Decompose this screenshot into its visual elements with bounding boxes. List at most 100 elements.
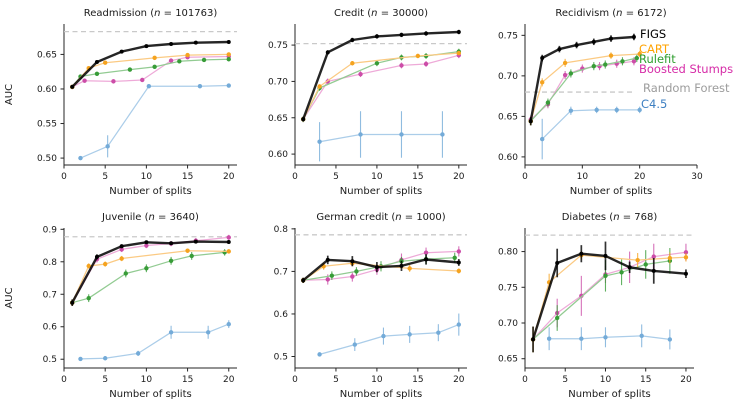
data-point [325, 257, 330, 262]
data-point [78, 356, 83, 362]
data-point [119, 49, 124, 54]
y-tick-label: 0.9 [43, 225, 58, 235]
data-point [301, 278, 306, 283]
x-tick-label: 0 [522, 375, 528, 385]
data-point [70, 84, 75, 89]
data-point [185, 52, 190, 58]
data-point [407, 266, 412, 271]
data-point [226, 39, 231, 44]
data-point [436, 330, 441, 335]
y-tick-label: 0.75 [268, 41, 288, 51]
data-point [144, 243, 149, 248]
x-axis-label: Number of splits [109, 186, 191, 197]
x-tick-label: 15 [412, 172, 423, 182]
data-point [568, 71, 574, 76]
series-cart [70, 248, 231, 306]
y-tick-label: 0.6 [43, 323, 58, 333]
y-tick-label: 0.60 [498, 153, 518, 163]
data-point [399, 63, 404, 68]
chart-title: Credit (n = 30000) [334, 8, 428, 19]
x-tick-label: 0 [61, 172, 67, 182]
data-point [456, 322, 462, 327]
data-point [568, 108, 574, 113]
data-point [123, 271, 128, 276]
data-point [456, 260, 461, 265]
series-line [532, 260, 671, 341]
x-tick-label: 5 [333, 172, 339, 182]
y-tick-label: 0.65 [498, 355, 518, 365]
data-point [354, 269, 359, 274]
data-point [639, 333, 644, 339]
series-line [71, 53, 230, 88]
x-tick-label: 30 [691, 172, 703, 182]
data-point [608, 53, 614, 58]
x-tick-label: 20 [223, 375, 235, 385]
panel-readmission: 0 5 10 15 20 0.50 0.55 0.60 0.65 Readmission (n =… [4, 8, 237, 197]
data-point [557, 47, 562, 52]
data-point [144, 44, 149, 49]
data-point [456, 249, 462, 254]
data-point [591, 39, 596, 44]
data-point [350, 37, 355, 42]
data-point [78, 155, 83, 161]
series-boosted-stumps [530, 243, 689, 353]
data-point [399, 132, 404, 137]
data-point [619, 270, 624, 275]
series-cart [528, 50, 642, 126]
data-point [144, 266, 149, 271]
data-point [352, 342, 357, 347]
data-point [119, 256, 124, 261]
panel-german-credit: 0 5 10 15 20 0.5 0.6 0.7 0.8 German credit (n = 1… [274, 212, 467, 400]
data-point [631, 59, 637, 64]
data-point [423, 61, 429, 67]
data-point [456, 268, 462, 274]
x-tick-label: 0 [292, 172, 298, 182]
legend-figs: FIGS [640, 27, 667, 41]
y-axis-label: AUC [4, 84, 15, 105]
data-point [317, 84, 322, 89]
data-point [594, 107, 599, 113]
series-line [71, 250, 230, 304]
data-point [111, 79, 116, 84]
data-point [152, 55, 157, 61]
data-point [635, 257, 640, 263]
data-point [452, 255, 457, 260]
data-point [226, 52, 231, 57]
legend-boosted-stumps: Boosted Stumps [639, 62, 734, 76]
data-point [603, 62, 608, 67]
legend-rulefit: Rulefit [639, 52, 676, 66]
data-point [651, 268, 656, 273]
panel-diabetes: 0 5 10 15 20 0.65 0.70 0.75 0.80 Diabetes (n = 76… [498, 212, 694, 400]
series-c4-5 [540, 106, 642, 160]
series-c4-5 [546, 324, 673, 351]
data-point [631, 34, 636, 39]
series-cart [70, 52, 231, 90]
data-point [102, 261, 108, 267]
data-point [201, 57, 207, 63]
x-tick-label: 15 [640, 375, 651, 385]
x-tick-label: 10 [600, 375, 612, 385]
x-tick-label: 20 [453, 375, 465, 385]
data-point [627, 265, 632, 270]
x-axis-label: Number of splits [109, 389, 191, 400]
data-point [407, 332, 412, 337]
data-point [94, 71, 100, 76]
data-point [683, 271, 688, 276]
data-point [119, 247, 124, 252]
series-c4-5 [78, 83, 231, 161]
data-point [374, 265, 379, 270]
y-tick-label: 0.7 [274, 267, 288, 277]
x-tick-label: 5 [333, 375, 339, 385]
x-tick-label: 15 [182, 375, 193, 385]
data-point [86, 263, 91, 269]
data-point [119, 244, 124, 249]
data-point [562, 72, 568, 78]
data-point [358, 71, 363, 77]
chart-title: German credit (n = 1000) [316, 212, 445, 223]
data-point [531, 337, 536, 342]
data-point [540, 80, 545, 85]
y-tick-label: 0.75 [498, 31, 518, 41]
data-point [82, 78, 87, 83]
data-point [424, 257, 429, 262]
